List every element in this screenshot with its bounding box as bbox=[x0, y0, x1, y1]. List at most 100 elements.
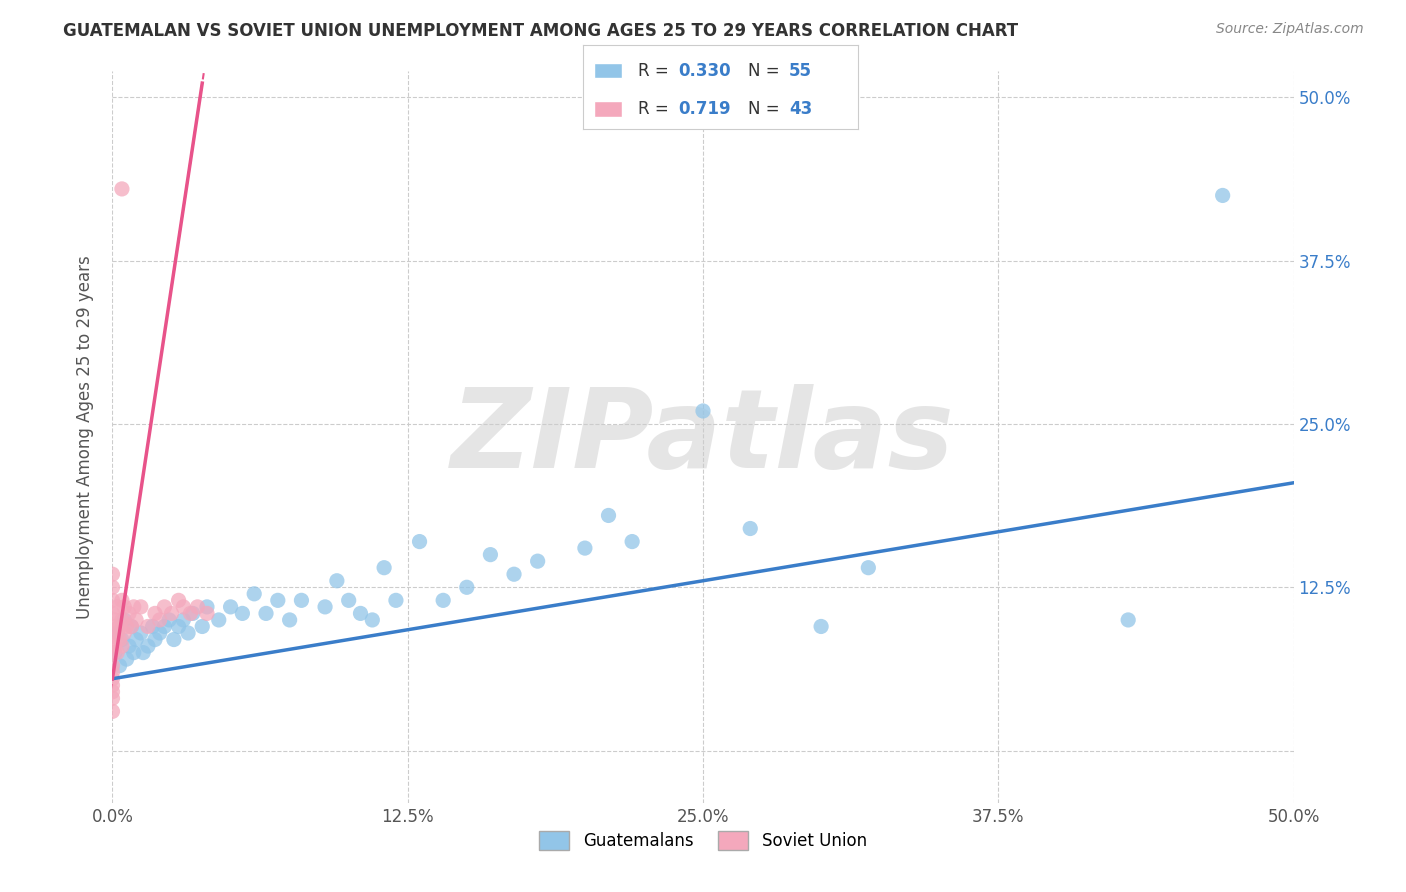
Point bbox=[177, 626, 200, 640]
Point bbox=[186, 599, 208, 614]
Text: R =: R = bbox=[638, 62, 675, 80]
Point bbox=[101, 567, 124, 582]
Point bbox=[149, 613, 172, 627]
Point bbox=[101, 632, 124, 647]
Point bbox=[195, 599, 218, 614]
FancyBboxPatch shape bbox=[595, 102, 621, 117]
Point bbox=[160, 607, 183, 621]
Point bbox=[101, 607, 124, 621]
Point bbox=[101, 672, 124, 686]
Point bbox=[122, 599, 145, 614]
Text: Source: ZipAtlas.com: Source: ZipAtlas.com bbox=[1216, 22, 1364, 37]
Point bbox=[129, 626, 152, 640]
Point bbox=[104, 639, 127, 653]
Point bbox=[104, 646, 127, 660]
Text: 55: 55 bbox=[789, 62, 813, 80]
Point bbox=[526, 554, 548, 568]
Point bbox=[167, 593, 190, 607]
Text: 0.719: 0.719 bbox=[678, 100, 731, 118]
Point bbox=[408, 534, 430, 549]
Point bbox=[105, 626, 128, 640]
Point bbox=[105, 646, 128, 660]
Point bbox=[1212, 188, 1234, 202]
Point bbox=[740, 521, 762, 535]
Point bbox=[373, 560, 395, 574]
Point bbox=[101, 658, 124, 673]
Point bbox=[120, 619, 142, 633]
Point bbox=[574, 541, 596, 555]
Point bbox=[143, 607, 166, 621]
Point bbox=[267, 593, 290, 607]
Point bbox=[503, 567, 526, 582]
Point bbox=[153, 599, 176, 614]
Point bbox=[149, 626, 172, 640]
Point bbox=[254, 607, 277, 621]
Point bbox=[191, 619, 214, 633]
Legend: Guatemalans, Soviet Union: Guatemalans, Soviet Union bbox=[533, 824, 873, 856]
Point bbox=[479, 548, 502, 562]
Point bbox=[349, 607, 371, 621]
Point bbox=[111, 639, 134, 653]
Point bbox=[290, 593, 312, 607]
Point bbox=[314, 599, 336, 614]
Point bbox=[112, 613, 135, 627]
Point bbox=[1116, 613, 1139, 627]
Point bbox=[118, 607, 141, 621]
Point bbox=[111, 593, 134, 607]
Point bbox=[111, 632, 134, 647]
Point bbox=[105, 626, 128, 640]
Point bbox=[122, 646, 145, 660]
Point bbox=[125, 632, 148, 647]
Point bbox=[125, 613, 148, 627]
Point bbox=[105, 599, 128, 614]
Point bbox=[153, 619, 176, 633]
Point bbox=[108, 619, 131, 633]
Point bbox=[337, 593, 360, 607]
Point bbox=[195, 607, 218, 621]
Point bbox=[101, 593, 124, 607]
Point bbox=[111, 613, 134, 627]
Point bbox=[361, 613, 384, 627]
Point bbox=[132, 646, 155, 660]
Point bbox=[243, 587, 266, 601]
Point bbox=[219, 599, 242, 614]
Point bbox=[129, 599, 152, 614]
Point bbox=[118, 639, 141, 653]
Point bbox=[108, 658, 131, 673]
Point bbox=[101, 691, 124, 706]
Point bbox=[136, 639, 159, 653]
Point bbox=[858, 560, 880, 574]
Text: N =: N = bbox=[748, 100, 785, 118]
Point bbox=[810, 619, 832, 633]
Point bbox=[181, 607, 204, 621]
Point bbox=[101, 705, 124, 719]
Point bbox=[136, 619, 159, 633]
Point bbox=[167, 619, 190, 633]
Point bbox=[115, 619, 138, 633]
Text: N =: N = bbox=[748, 62, 785, 80]
Point bbox=[111, 182, 134, 196]
Point bbox=[101, 619, 124, 633]
Point bbox=[157, 613, 180, 627]
Point bbox=[172, 599, 194, 614]
Point bbox=[179, 607, 201, 621]
Point bbox=[432, 593, 454, 607]
Point bbox=[101, 646, 124, 660]
Point bbox=[172, 613, 194, 627]
Y-axis label: Unemployment Among Ages 25 to 29 years: Unemployment Among Ages 25 to 29 years bbox=[76, 255, 94, 619]
Point bbox=[598, 508, 620, 523]
Point bbox=[101, 685, 124, 699]
Point bbox=[115, 652, 138, 666]
Point bbox=[231, 607, 253, 621]
Point bbox=[112, 626, 135, 640]
Point bbox=[120, 619, 142, 633]
Text: 0.330: 0.330 bbox=[678, 62, 731, 80]
Point bbox=[163, 632, 186, 647]
Text: R =: R = bbox=[638, 100, 675, 118]
Text: ZIPatlas: ZIPatlas bbox=[451, 384, 955, 491]
Point bbox=[101, 678, 124, 692]
Point bbox=[456, 580, 478, 594]
Point bbox=[621, 534, 644, 549]
Text: GUATEMALAN VS SOVIET UNION UNEMPLOYMENT AMONG AGES 25 TO 29 YEARS CORRELATION CH: GUATEMALAN VS SOVIET UNION UNEMPLOYMENT … bbox=[63, 22, 1018, 40]
FancyBboxPatch shape bbox=[595, 63, 621, 78]
